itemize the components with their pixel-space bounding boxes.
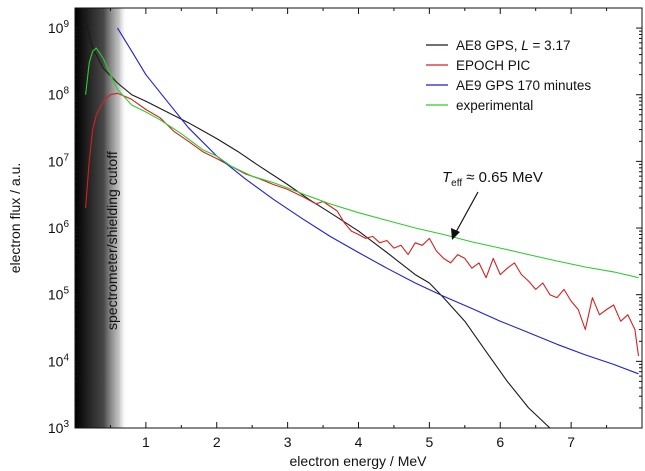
y-tick-label: 108 (48, 86, 70, 103)
legend: AE8 GPS, L = 3.17 EPOCH PIC AE9 GPS 170 … (426, 38, 591, 113)
series-line-3 (85, 47, 639, 279)
cutoff-label: spectrometer/shielding cutoff (104, 151, 120, 330)
legend-label-ae9: AE9 GPS 170 minutes (456, 78, 591, 93)
y-tick-label: 103 (48, 419, 70, 436)
cutoff-band (75, 8, 127, 428)
x-tick-label: 6 (496, 434, 504, 450)
teff-arrow-head (451, 228, 460, 240)
y-tick-label: 106 (48, 219, 70, 236)
series-line-1 (85, 92, 640, 357)
x-axis-label: electron energy / MeV (290, 453, 428, 469)
x-tick-label: 4 (355, 434, 363, 450)
teff-annotation: Teff ≈ 0.65 MeV (442, 169, 543, 189)
legend-label-ae8: AE8 GPS, L = 3.17 (456, 38, 570, 53)
series-line-0 (81, 8, 551, 428)
x-tick-label: 5 (425, 434, 433, 450)
series-layer (81, 8, 640, 428)
series-line-2 (117, 27, 639, 375)
x-tick-label: 7 (567, 434, 575, 450)
plot-frame (74, 7, 643, 429)
y-tick-label: 109 (48, 19, 70, 36)
y-axis-label: electron flux / a.u. (7, 163, 23, 274)
y-tick-label: 105 (48, 286, 70, 303)
y-tick-label: 107 (48, 152, 70, 169)
legend-label-epoch: EPOCH PIC (456, 58, 531, 73)
teff-arrow-line (455, 191, 479, 233)
legend-label-experimental: experimental (456, 98, 533, 113)
tick-layer: 1 2 3 4 5 6 7 103 104 105 106 107 108 109 (48, 7, 642, 450)
y-tick-label: 104 (48, 352, 70, 369)
x-tick-label: 2 (213, 434, 221, 450)
x-tick-label: 1 (142, 434, 150, 450)
x-tick-label: 3 (284, 434, 292, 450)
